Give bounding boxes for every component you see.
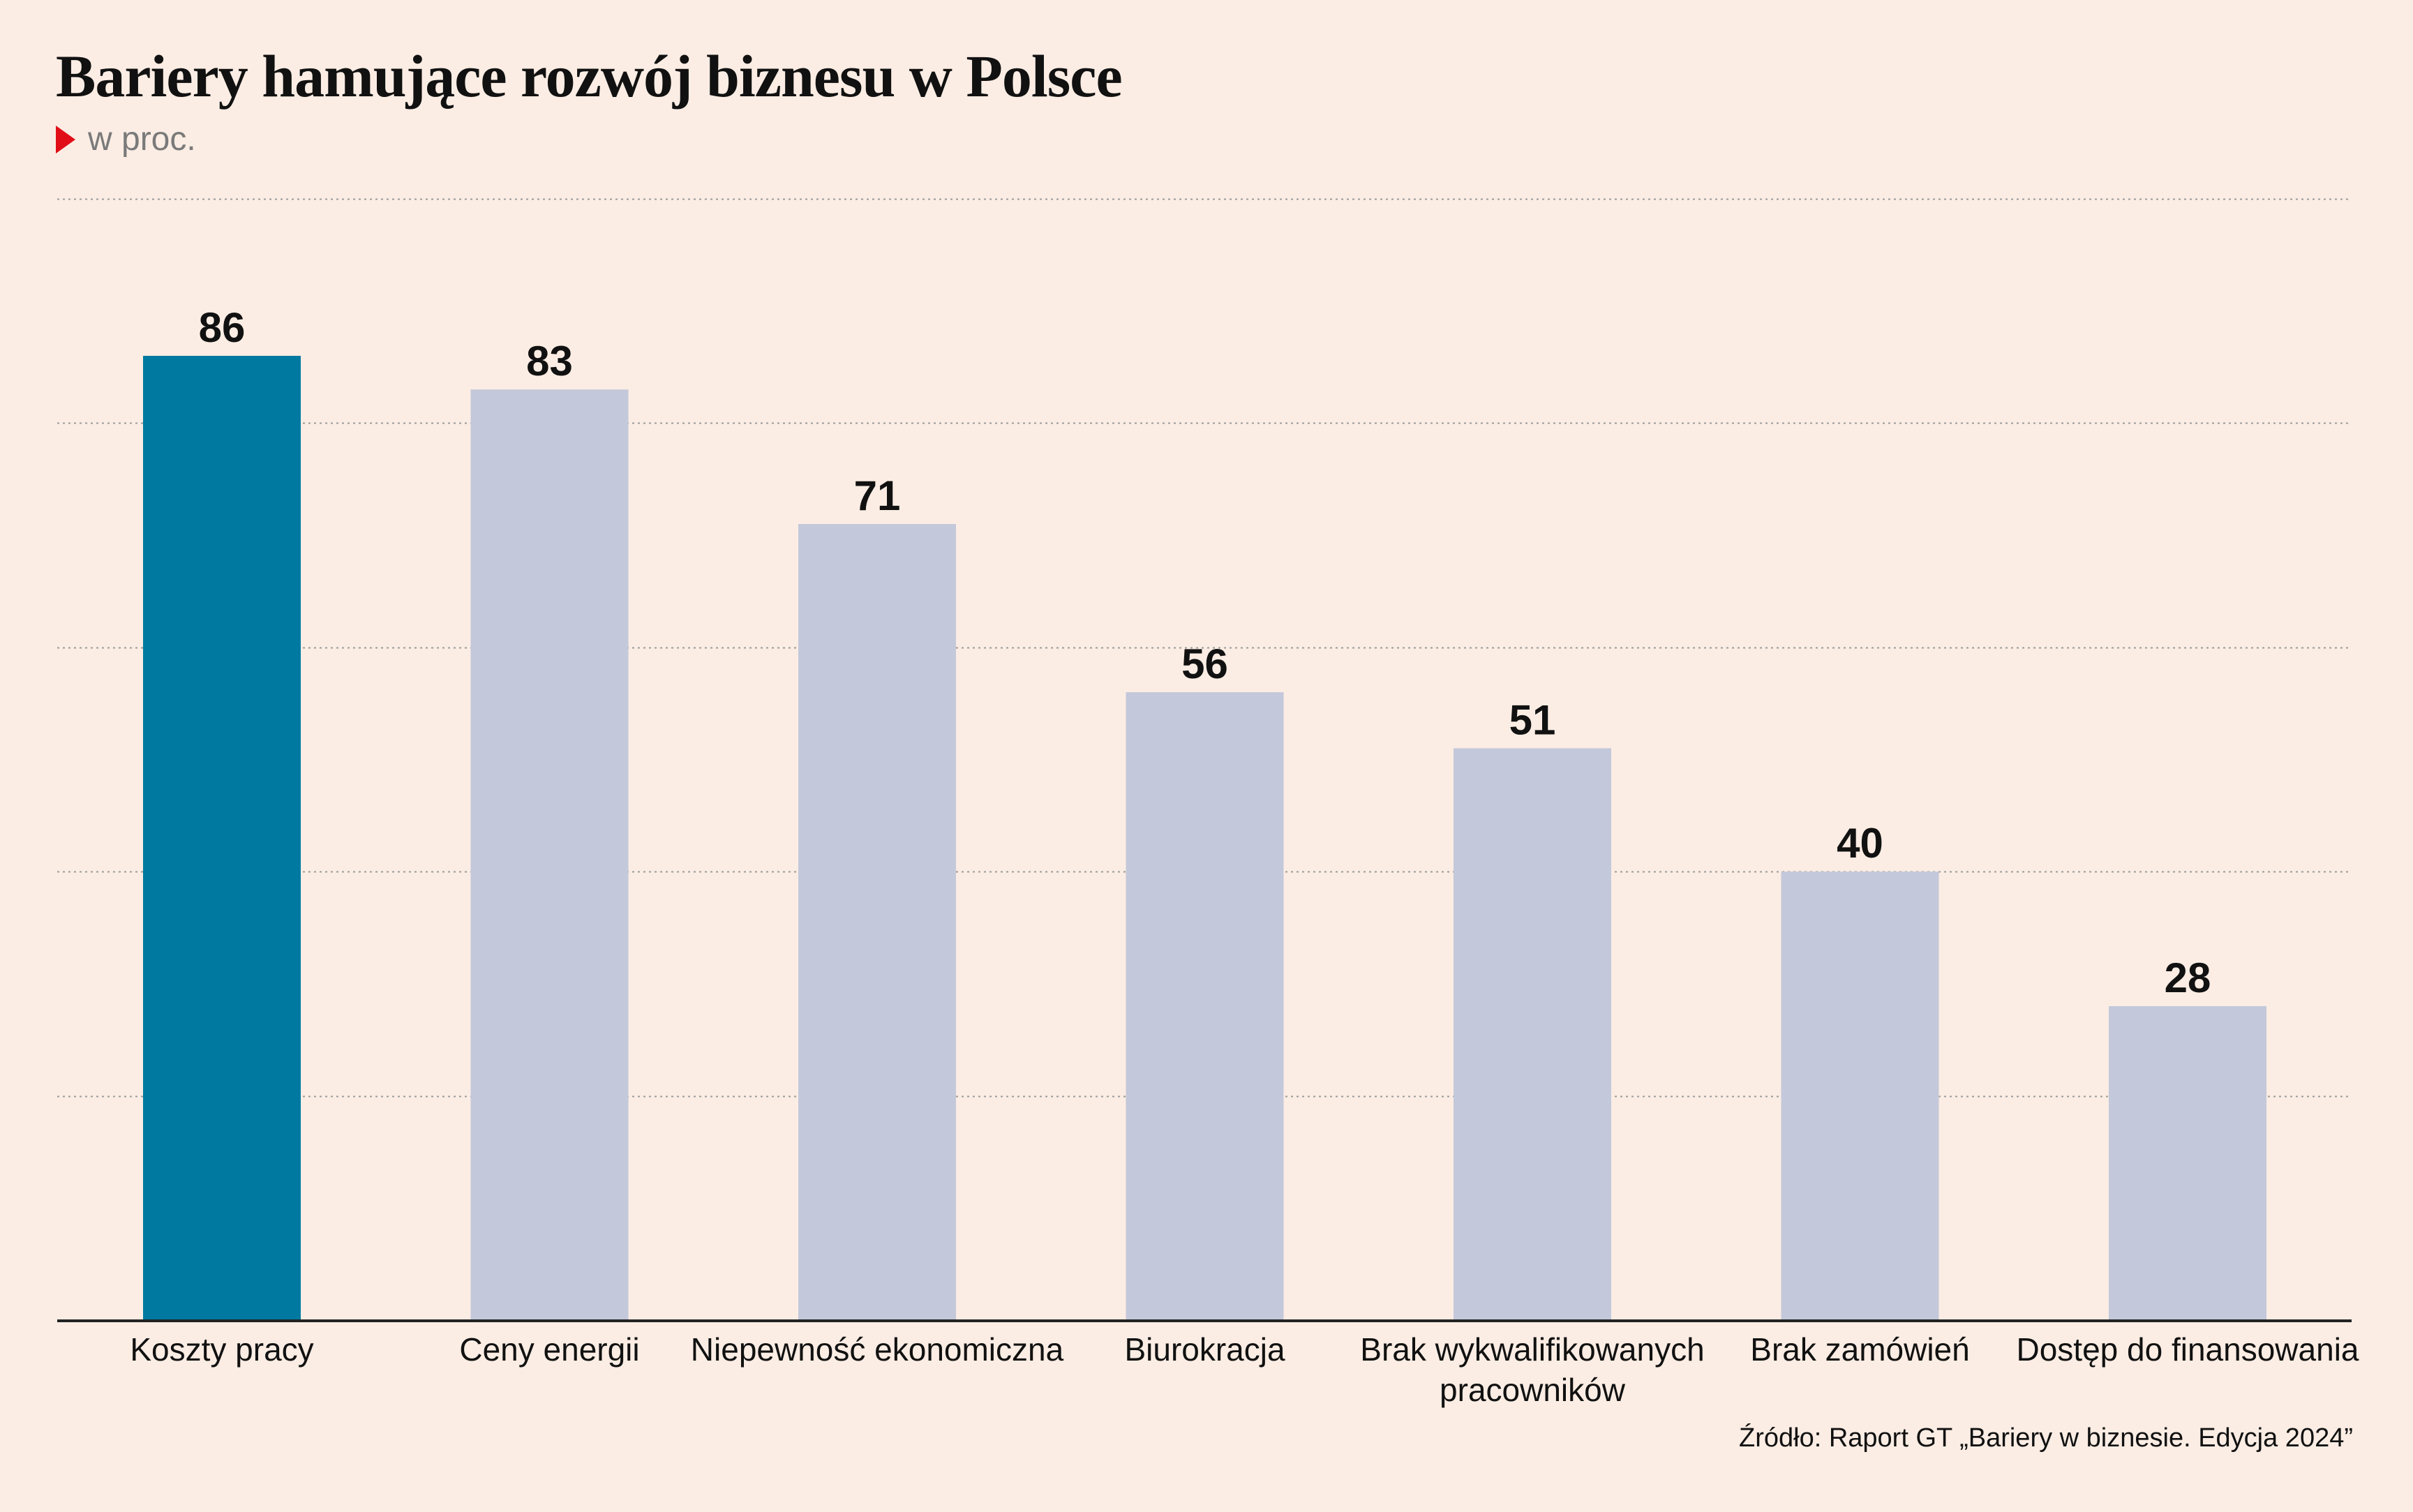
data-label: 83	[526, 338, 573, 384]
bar	[143, 355, 301, 1321]
triangle-marker-icon	[56, 126, 75, 154]
bar	[1454, 748, 1611, 1320]
source-note: Źródło: Raport GT „Bariery w biznesie. E…	[1739, 1423, 2353, 1453]
bar	[798, 524, 956, 1320]
data-label: 40	[1837, 820, 1883, 867]
category-label: Brak zamówień	[1750, 1331, 1969, 1368]
bar	[1126, 692, 1284, 1320]
category-label: Brak wykwalifikowanych	[1360, 1331, 1704, 1368]
chart-subtitle: w proc.	[88, 121, 196, 158]
category-label: Biurokracja	[1124, 1331, 1285, 1368]
bar	[1781, 871, 1939, 1320]
category-label: pracowników	[1440, 1372, 1626, 1408]
data-label: 56	[1181, 641, 1228, 687]
category-label: Ceny energii	[459, 1331, 639, 1368]
data-label: 71	[854, 472, 901, 519]
bar	[2109, 1006, 2266, 1320]
category-label: Dostęp do finansowania	[2017, 1331, 2359, 1368]
chart-title: Bariery hamujące rozwój biznesu w Polsce	[56, 43, 1123, 110]
bar	[470, 389, 629, 1321]
category-label: Koszty pracy	[130, 1331, 313, 1368]
subtitle-row: w proc.	[56, 123, 196, 156]
data-label: 28	[2165, 955, 2211, 1001]
data-label: 51	[1509, 696, 1556, 743]
data-label: 86	[199, 304, 246, 351]
category-label: Niepewność ekonomiczna	[691, 1331, 1064, 1368]
